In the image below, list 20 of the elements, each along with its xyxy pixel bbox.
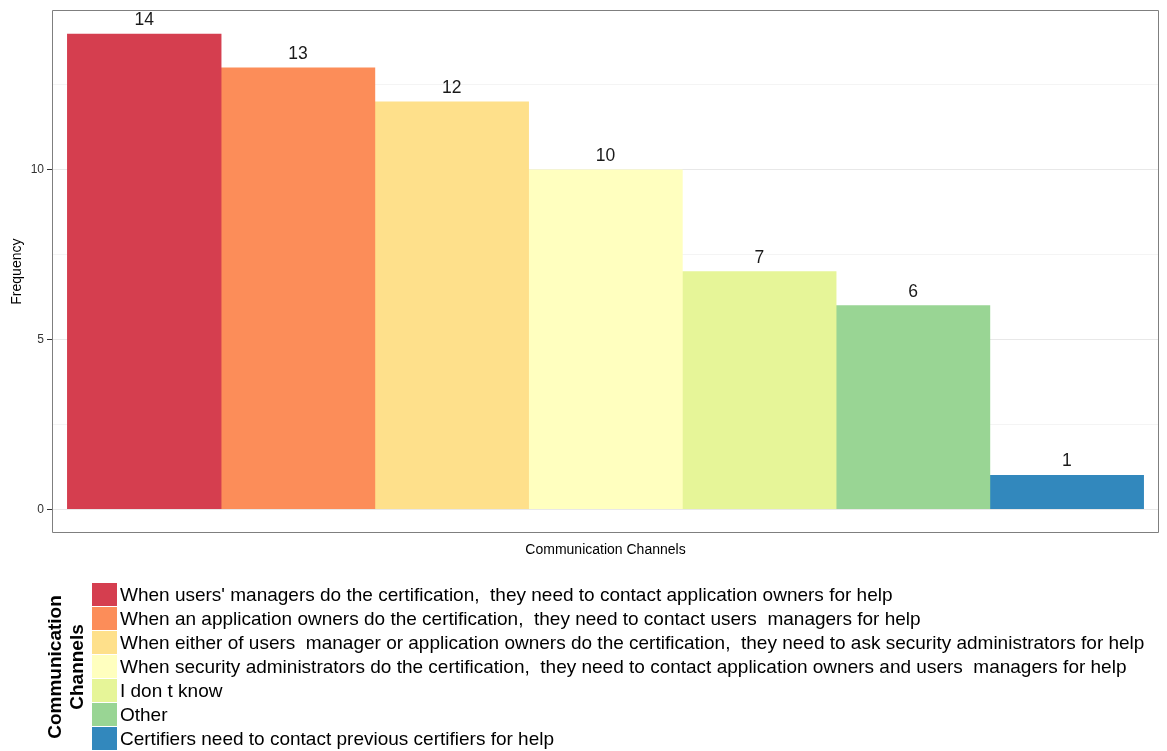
data-label: 7 <box>754 246 765 267</box>
legend-label: I don t know <box>120 679 223 703</box>
data-label: 10 <box>595 144 616 165</box>
data-label: 12 <box>442 76 462 97</box>
legend-label: Other <box>120 703 168 727</box>
y-tick-label: 10 <box>30 162 45 177</box>
data-label: 13 <box>288 42 308 63</box>
legend-title: Communication Channels <box>44 594 88 741</box>
y-tick-label: 5 <box>37 331 45 346</box>
y-tick-label: 0 <box>37 501 45 516</box>
y-axis-title: Frequency <box>8 238 25 305</box>
data-label: 6 <box>908 280 918 301</box>
data-label: 14 <box>134 9 155 30</box>
data-label: 1 <box>1061 450 1072 471</box>
legend-label: When security administrators do the certification, they need to contact application owners and users managers for help <box>120 655 1127 679</box>
x-axis-title: Communication Channels <box>525 541 686 558</box>
legend-label: When an application owners do the certification, they need to contact users managers for help <box>120 607 921 631</box>
legend-label: When users' managers do the certification, they need to contact application owners for help <box>120 583 893 607</box>
legend-label: When either of users manager or application owners do the certification, they need to ask security administrators for help <box>120 631 1145 655</box>
legend-label: Certifiers need to contact previous certifiers for help <box>120 727 555 751</box>
